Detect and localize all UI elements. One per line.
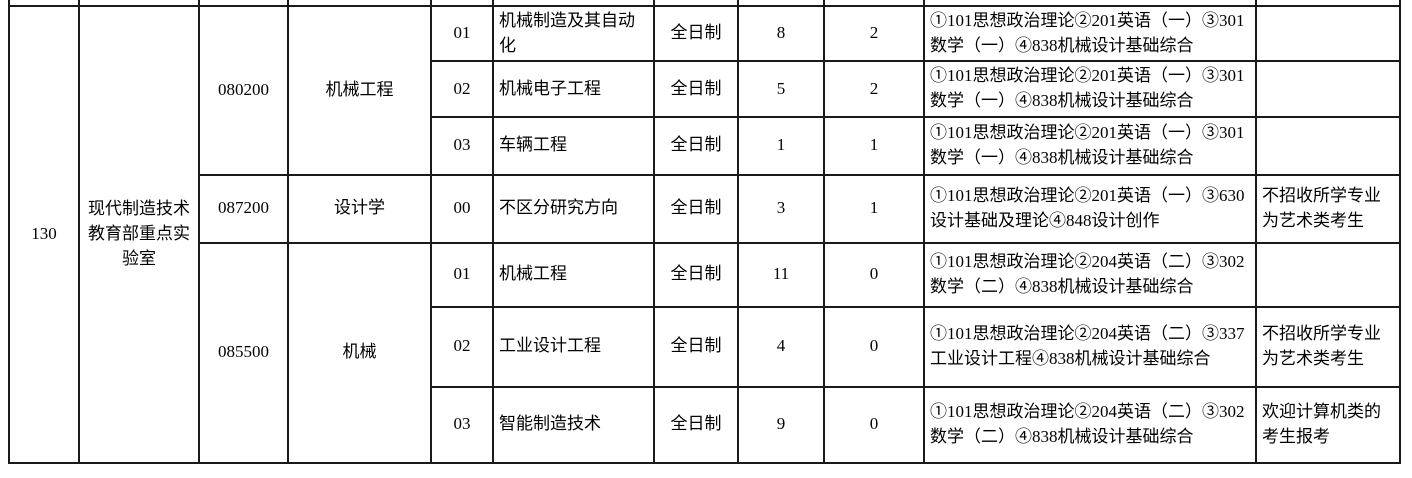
exam-subjects-cell: ①101思想政治理论②204英语（二）③302数学（二）④838机械设计基础综合 [923,241,1257,308]
table-row: 02 工业设计工程 全日制 4 0 ①101思想政治理论②204英语（二）③33… [9,305,1401,388]
direction-name-cell: 不区分研究方向 [492,173,655,244]
exam-subjects-cell: ①101思想政治理论②204英语（二）③302数学（二）④838机械设计基础综合 [923,385,1257,464]
admissions-table-wrap: 130 现代制造技术教育部重点实验室 080200 机械工程 01 机械制造及其… [8,0,1401,464]
count2-cell: 0 [823,385,925,464]
direction-code-cell: 02 [430,305,494,388]
exam-subjects-cell: ①101思想政治理论②201英语（一）③301数学（一）④838机械设计基础综合 [923,60,1257,118]
study-mode-cell: 全日制 [653,115,739,176]
table-row: 085500 机械 01 机械工程 全日制 11 0 ①101思想政治理论②20… [9,241,1401,464]
count1-cell: 11 [737,241,825,308]
count2-cell: 0 [823,241,925,308]
direction-name-cell: 工业设计工程 [492,305,655,388]
count2-cell: 0 [823,305,925,388]
table-row-cutoff [8,0,1401,7]
table-row: 087200 设计学 00 不区分研究方向 全日制 3 1 ①101思想政治理论… [9,173,1401,244]
study-mode-cell: 全日制 [653,305,739,388]
count2-cell: 1 [823,115,925,176]
cutoff-cell [430,0,494,7]
cutoff-cell [198,0,289,7]
dept-code-cell: 130 [8,5,80,464]
direction-code-cell: 02 [430,60,494,118]
study-mode-cell: 全日制 [653,241,739,308]
remark-cell: 不招收所学专业为艺术类考生 [1255,173,1401,244]
direction-code-cell: 03 [430,385,494,464]
count2-cell: 1 [823,173,925,244]
major-code-cell: 087200 [198,173,289,244]
study-mode-cell: 全日制 [653,173,739,244]
cutoff-cell [823,0,925,7]
cutoff-cell [492,0,655,7]
count2-cell: 2 [823,60,925,118]
exam-subjects-cell: ①101思想政治理论②204英语（二）③337工业设计工程④838机械设计基础综… [923,305,1257,388]
table-row: 02 机械电子工程 全日制 5 2 ①101思想政治理论②201英语（一）③30… [9,60,1401,118]
exam-subjects-cell: ①101思想政治理论②201英语（一）③301数学（一）④838机械设计基础综合 [923,4,1257,63]
direction-code-cell: 01 [430,241,494,308]
direction-code-cell: 01 [430,4,494,63]
study-mode-cell: 全日制 [653,385,739,464]
table-row: 130 现代制造技术教育部重点实验室 080200 机械工程 01 机械制造及其… [8,4,1401,464]
remark-cell [1255,115,1401,176]
direction-name-cell: 机械电子工程 [492,60,655,118]
cutoff-cell [78,0,200,7]
remark-cell [1255,4,1401,63]
cutoff-cell [8,0,80,7]
major-name-cell: 设计学 [287,173,432,244]
table-row: 03 智能制造技术 全日制 9 0 ①101思想政治理论②204英语（二）③30… [9,385,1401,464]
count1-cell: 3 [737,173,825,244]
cutoff-cell [653,0,739,7]
study-mode-cell: 全日制 [653,60,739,118]
direction-code-cell: 03 [430,115,494,176]
cutoff-cell [287,0,432,7]
remark-cell: 不招收所学专业为艺术类考生 [1255,305,1401,388]
remark-cell [1255,241,1401,308]
count1-cell: 4 [737,305,825,388]
study-mode-cell: 全日制 [653,4,739,63]
direction-code-cell: 00 [430,173,494,244]
direction-name-cell: 智能制造技术 [492,385,655,464]
count2-cell: 2 [823,4,925,63]
cutoff-cell [737,0,825,7]
exam-subjects-cell: ①101思想政治理论②201英语（一）③301数学（一）④838机械设计基础综合 [923,115,1257,176]
count1-cell: 8 [737,4,825,63]
direction-name-cell: 机械工程 [492,241,655,308]
major-code-cell: 080200 [198,5,289,176]
dept-name-cell: 现代制造技术教育部重点实验室 [78,5,200,464]
remark-cell: 欢迎计算机类的考生报考 [1255,385,1401,464]
cutoff-cell [1255,0,1401,7]
admissions-table: 130 现代制造技术教育部重点实验室 080200 机械工程 01 机械制造及其… [8,0,1401,464]
direction-name-cell: 机械制造及其自动化 [492,4,655,63]
remark-cell [1255,60,1401,118]
major-name-cell: 机械工程 [287,5,432,176]
direction-name-cell: 车辆工程 [492,115,655,176]
dept-name-text: 现代制造技术教育部重点实验室 [88,199,190,268]
major-name-cell: 机械 [287,241,432,464]
count1-cell: 1 [737,115,825,176]
cutoff-cell [923,0,1257,7]
exam-subjects-cell: ①101思想政治理论②201英语（一）③630设计基础及理论④848设计创作 [923,173,1257,244]
major-code-cell: 085500 [198,241,289,464]
table-row: 03 车辆工程 全日制 1 1 ①101思想政治理论②201英语（一）③301数… [9,115,1401,176]
count1-cell: 9 [737,385,825,464]
count1-cell: 5 [737,60,825,118]
